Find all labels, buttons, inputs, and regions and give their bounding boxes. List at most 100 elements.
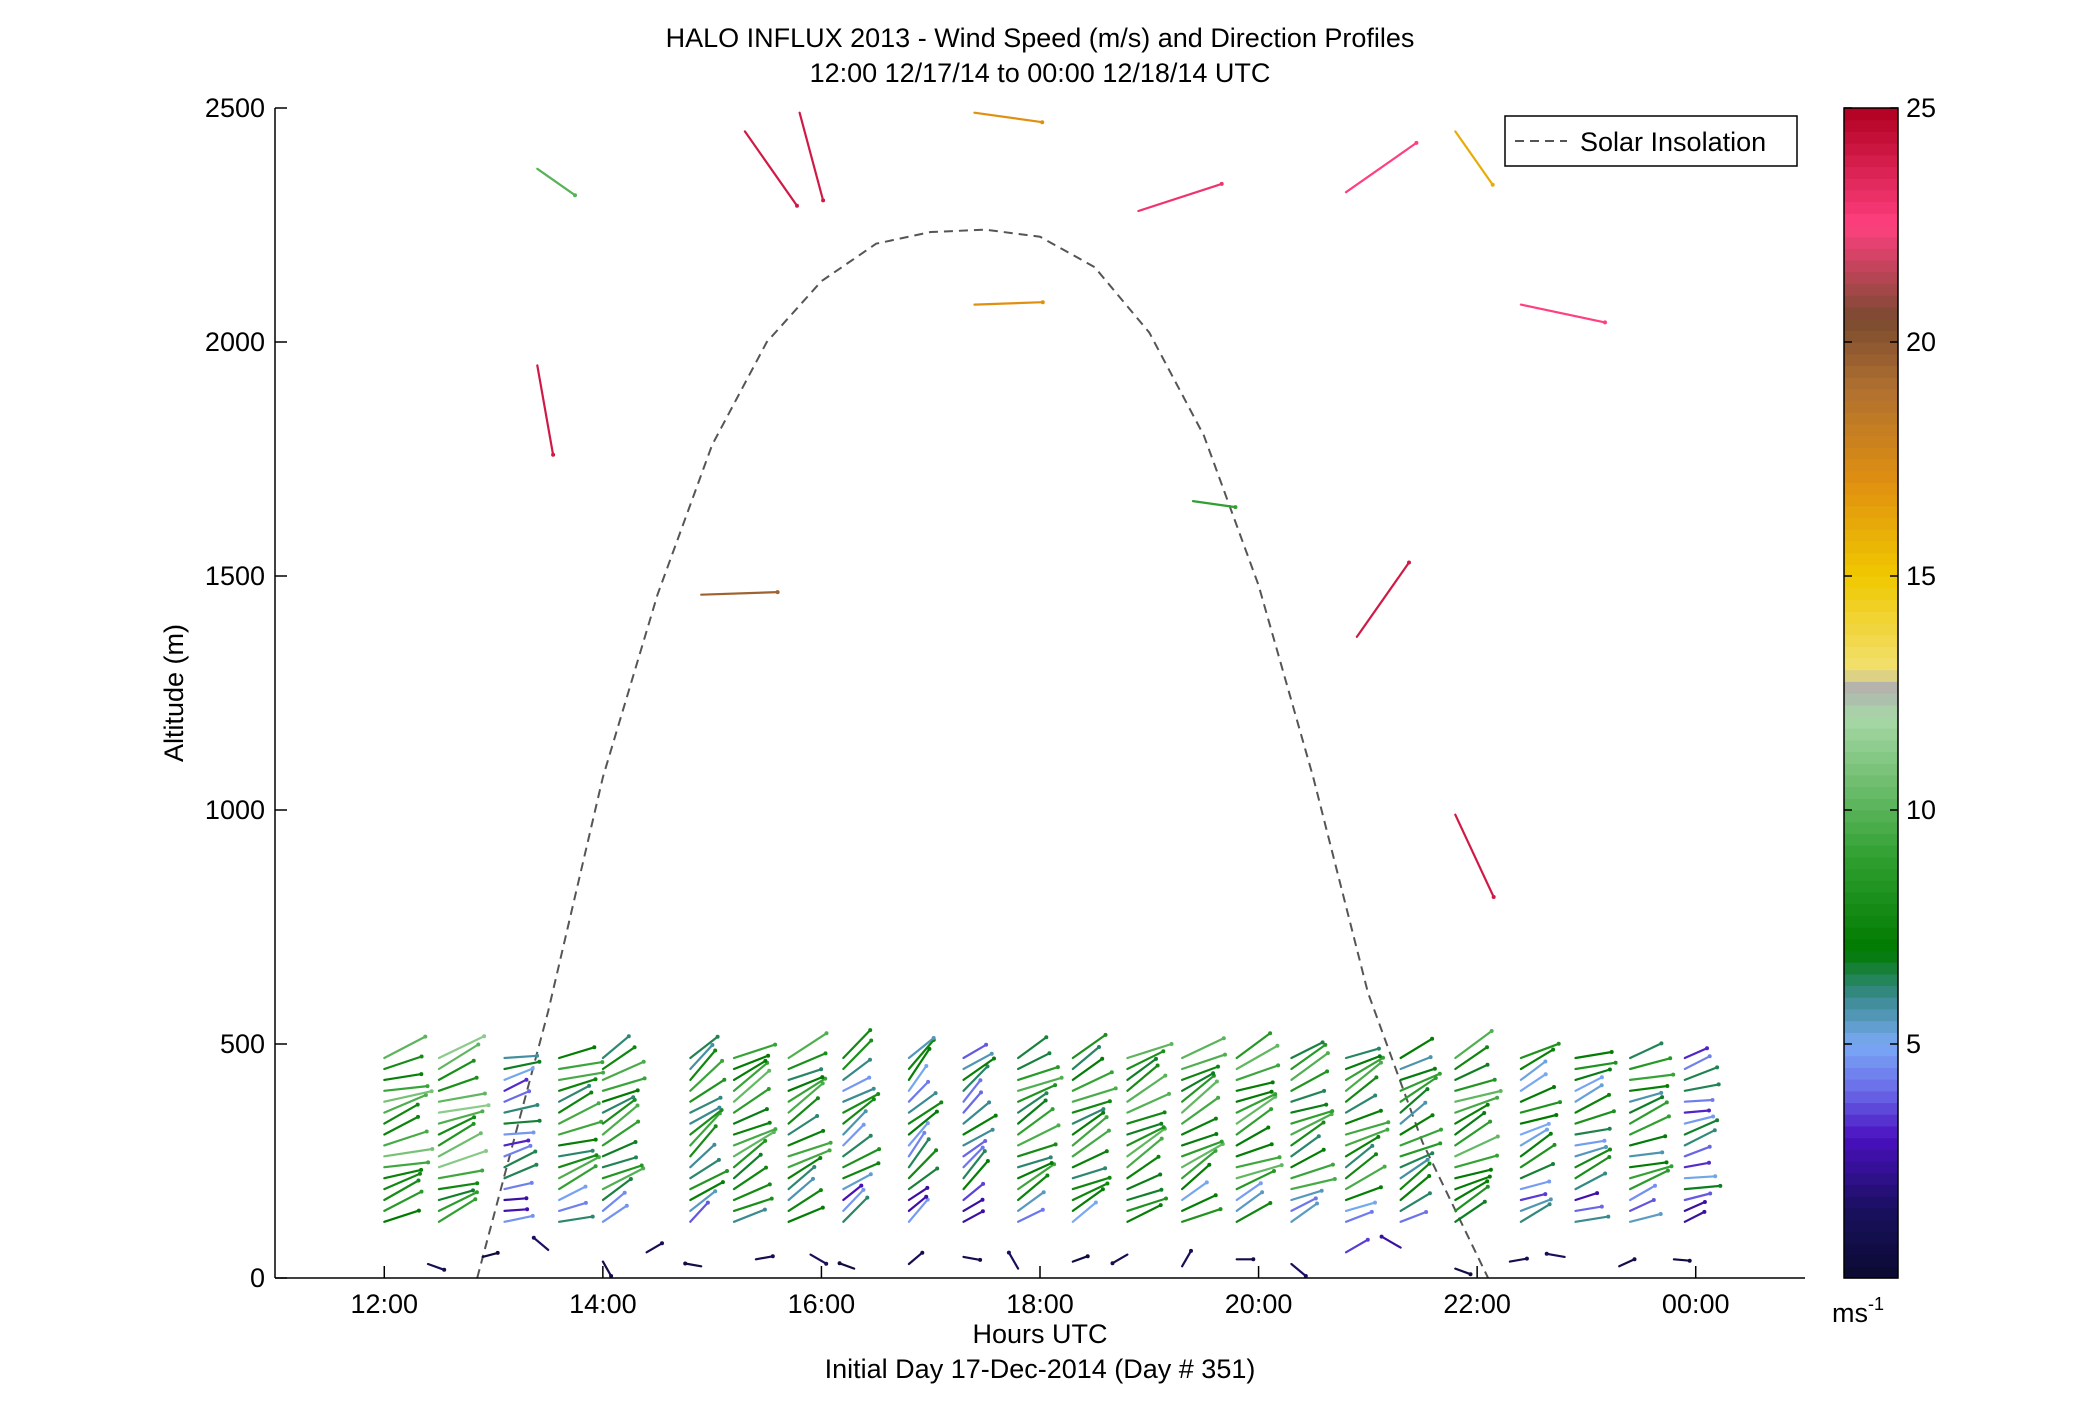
colorbar-tick-label: 10 <box>1906 795 1936 825</box>
profile-vector-head <box>933 1091 938 1096</box>
profile-vector-head <box>590 1148 595 1153</box>
profile-vector-head <box>1710 1098 1715 1102</box>
profile-vector-head <box>980 1209 985 1214</box>
profile-vector <box>1683 1175 1717 1180</box>
profile-vector <box>1683 1129 1716 1147</box>
profile-vector <box>842 1092 880 1114</box>
upper-vector-head <box>1603 320 1607 325</box>
profile-vector-head <box>812 1165 817 1169</box>
colorbar-segment <box>1844 669 1898 682</box>
profile-vector <box>557 1138 597 1147</box>
profile-vector-head <box>766 1053 771 1058</box>
x-axis-label: Hours UTC <box>972 1319 1107 1349</box>
surface-vector <box>426 1262 446 1271</box>
profile-vector <box>1519 1060 1547 1082</box>
profile-vector-head <box>982 1149 987 1154</box>
profile-vector <box>1628 1084 1669 1092</box>
profile-vector-head <box>1707 1054 1712 1059</box>
profile-vector-head <box>1613 1060 1618 1065</box>
profile-vector <box>907 1038 935 1071</box>
profile-vector-head <box>530 1066 535 1071</box>
profile-vector <box>1126 1122 1163 1136</box>
profile-vector-head <box>642 1076 647 1081</box>
profile-vector <box>962 1043 988 1060</box>
y-tick-label: 0 <box>250 1263 265 1293</box>
upper-vector-head <box>573 193 577 198</box>
profile-vector <box>1454 1096 1499 1114</box>
x-tick-label: 00:00 <box>1662 1289 1730 1319</box>
profile-vector-head <box>767 1182 772 1187</box>
profile-vector <box>437 1149 488 1169</box>
profile-vector-head <box>1715 1065 1720 1070</box>
profile-vector-head <box>633 1140 638 1144</box>
profile-vector <box>503 1060 541 1071</box>
profile-vector <box>1344 1121 1390 1136</box>
profile-vector <box>383 1130 428 1147</box>
profile-vector <box>1454 1185 1489 1213</box>
colorbar-segment <box>1844 295 1898 308</box>
profile-vector-head <box>1707 1144 1712 1149</box>
profile-vector-head <box>1207 1162 1212 1167</box>
profile-vector <box>1290 1177 1336 1191</box>
profile-vector-head <box>1041 1190 1046 1195</box>
colorbar-segment <box>1844 377 1898 390</box>
profile-vector <box>1683 1066 1719 1082</box>
profile-vector <box>601 1140 637 1158</box>
profile-vector-head <box>1167 1091 1171 1096</box>
profile-vector-head <box>1273 1092 1278 1097</box>
profile-vector-head <box>1495 1153 1499 1158</box>
colorbar-segment <box>1844 1219 1898 1232</box>
x-tick-label: 12:00 <box>350 1289 418 1319</box>
profile-vector <box>1574 1155 1611 1180</box>
profile-vector-head <box>1218 1207 1223 1212</box>
profile-vector <box>732 1087 770 1114</box>
profile-vector-head <box>713 1124 718 1129</box>
profile-vector-head <box>764 1107 769 1112</box>
surface-vector <box>1545 1252 1566 1259</box>
profile-vector <box>689 1180 725 1202</box>
profile-vector-head <box>480 1168 485 1173</box>
profile-vector-head <box>1321 1120 1326 1125</box>
profile-vector-head <box>1162 1110 1167 1115</box>
profile-vector-head <box>861 1187 866 1192</box>
profile-vector-head <box>925 1121 930 1126</box>
profile-vector <box>732 1107 769 1125</box>
profile-vector-head <box>1668 1056 1673 1061</box>
profile-vector <box>1399 1072 1441 1092</box>
profile-vector <box>1180 1163 1211 1191</box>
profile-vector-head <box>1659 1041 1664 1046</box>
profile-vector-head <box>1716 1082 1721 1087</box>
profile-vector <box>1071 1033 1107 1060</box>
profile-vector <box>503 1163 538 1180</box>
colorbar-segment <box>1844 423 1898 437</box>
colorbar-segment <box>1844 1102 1898 1115</box>
profile-vector-head <box>1373 1093 1378 1098</box>
profile-vector-head <box>524 1077 529 1082</box>
profile-vector <box>1683 1145 1711 1158</box>
colorbar-segment <box>1844 751 1898 764</box>
profile-vector <box>557 1155 601 1180</box>
profile-vector <box>732 1121 771 1136</box>
profile-vector <box>1016 1174 1049 1202</box>
colorbar-segment <box>1844 915 1898 928</box>
upper-vector <box>743 130 799 207</box>
colorbar-segment <box>1844 1207 1898 1221</box>
profile-vector <box>842 1147 881 1169</box>
profile-vector <box>1290 1148 1325 1169</box>
profile-vector-head <box>1214 1079 1219 1084</box>
profile-vector <box>962 1198 984 1213</box>
profile-vector <box>1290 1070 1329 1092</box>
profile-vector <box>437 1191 478 1213</box>
profile-vector-head <box>478 1131 483 1136</box>
profile-vector-head <box>600 1060 605 1065</box>
profile-vector <box>787 1114 819 1136</box>
profile-vector <box>1399 1142 1442 1158</box>
profile-vector-head <box>1313 1196 1318 1201</box>
profile-vector <box>383 1035 427 1060</box>
profile-vector <box>1235 1064 1280 1082</box>
profile-vector-head <box>1219 1139 1224 1144</box>
profile-vector-head <box>762 1207 767 1212</box>
profile-vector-head <box>529 1180 534 1185</box>
profile-vector-head <box>632 1045 637 1050</box>
profile-vector <box>1519 1073 1547 1092</box>
